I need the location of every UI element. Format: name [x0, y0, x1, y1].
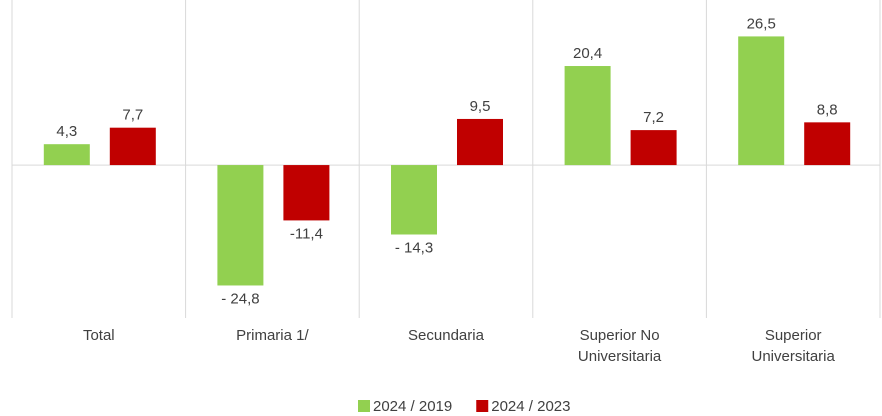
value-label: 8,8 — [817, 101, 838, 118]
legend-swatch — [358, 400, 370, 412]
x-tick-label: Superior No Universitaria — [577, 327, 662, 365]
bar — [109, 127, 156, 166]
bar — [217, 165, 264, 286]
legend-swatch — [476, 400, 489, 412]
bar — [457, 118, 503, 166]
x-tick-label: Primaria 1/ — [236, 327, 309, 344]
x-tick-label: Total — [82, 327, 115, 344]
value-label: -11,4 — [290, 225, 323, 242]
x-tick-label: Secundaria — [408, 327, 484, 344]
bar — [43, 144, 90, 166]
bar — [804, 122, 851, 166]
x-tick-label: Superior Universitaria — [751, 327, 835, 365]
value-label: - 14,3 — [395, 239, 433, 256]
bar — [630, 130, 677, 166]
value-label: 20,4 — [573, 45, 602, 62]
value-label: 9,5 — [470, 98, 491, 115]
bar — [738, 36, 785, 166]
bar — [283, 165, 330, 221]
value-label: 7,2 — [643, 109, 664, 126]
value-label: 26,5 — [747, 15, 776, 32]
legend-label: 2024 / 2023 — [491, 398, 570, 415]
bar — [391, 165, 437, 235]
value-label: 4,3 — [56, 123, 77, 140]
bar — [564, 66, 611, 166]
value-label: - 24,8 — [221, 290, 259, 307]
legend-label: 2024 / 2019 — [373, 398, 452, 415]
value-label: 7,7 — [122, 107, 143, 124]
